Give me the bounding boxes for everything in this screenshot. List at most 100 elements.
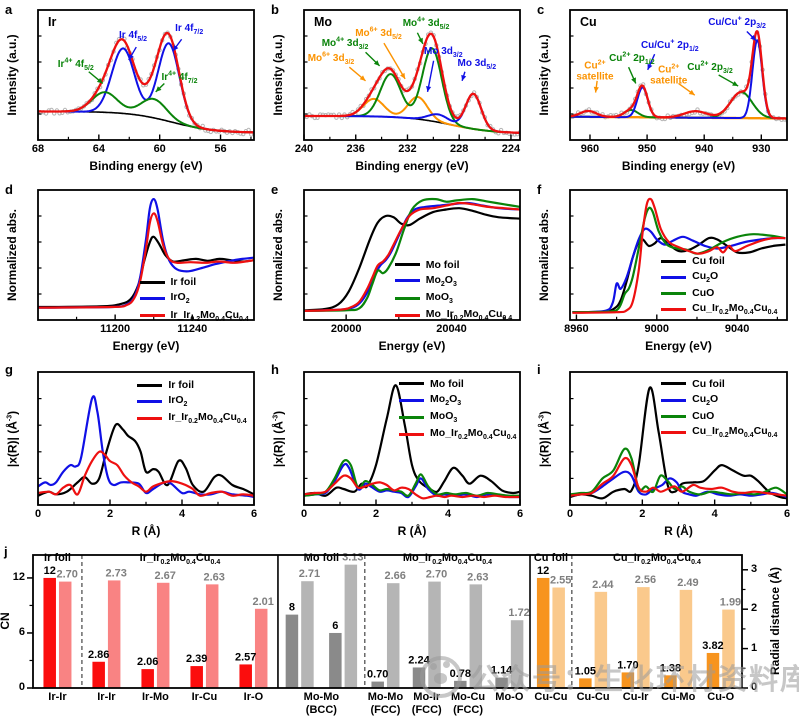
r-value-label: 2.55 <box>550 575 571 587</box>
cn-bar-Cu-1-2 <box>664 675 677 688</box>
legend-label: Cu2O <box>692 392 719 408</box>
legend-entry: Ir foil <box>139 276 249 288</box>
panel-letter-g: g <box>5 362 13 377</box>
baseline-curve <box>38 110 254 134</box>
cn-value-label: 1.05 <box>575 665 596 677</box>
cn-bar-Mo-1-2 <box>454 680 467 688</box>
legend-entry: IrO2 <box>137 394 246 408</box>
panel-b: 240 236 232 228 224 Binding energy (eV) Intens… <box>266 0 532 180</box>
category-label: Ir-Mo <box>141 691 169 703</box>
legend-d: Ir foil IrO2 Ir_Ir0.2Mo0.4Cu0.4 <box>139 276 249 325</box>
legend-label: Mo2O3 <box>430 392 462 408</box>
curve-black <box>304 384 520 497</box>
curve-blue <box>570 470 787 499</box>
x-axis-label: Energy (eV) <box>378 339 446 353</box>
legend-entry: Ir_Ir0.2Mo0.4Cu0.4 <box>139 309 249 323</box>
legend-entry: Cu2O <box>661 270 777 284</box>
panel-d: 11200 11240 Energy (eV) Normalized abs. d Ir … <box>0 180 266 360</box>
cn-value-label: 2.06 <box>137 656 158 668</box>
x-tick-label: 2 <box>106 508 114 520</box>
r-bar-Mo-1-3 <box>510 620 524 688</box>
x-tick-label: 2 <box>639 508 646 520</box>
panel-letter-a: a <box>5 2 13 17</box>
envelope-curve <box>38 31 254 134</box>
category-label: Cu-Cu <box>576 691 610 703</box>
y-axis-label: |x(R)| (Å-3) <box>5 410 19 467</box>
cn-value-label: 2.86 <box>88 649 109 661</box>
curve-red <box>38 450 254 497</box>
legend-entry: MoO3 <box>394 291 512 305</box>
x-tick-label: 6 <box>250 508 258 520</box>
element-label-Cu: Cu <box>580 15 597 29</box>
annotation-arrowhead <box>631 77 636 84</box>
cn-value-label: 3.82 <box>702 640 723 652</box>
r-value-label: 2.71 <box>299 568 320 580</box>
right-tick-label: 0 <box>751 681 758 693</box>
legend-line-swatch <box>137 416 163 420</box>
panel-j: 12 2.70 2.86 2.73 2.06 2.67 2.39 2.63 2.57 2.01 8 2… <box>0 544 799 720</box>
x-tick-label: 960 <box>580 143 600 155</box>
legend-label: Cu foil <box>692 255 725 267</box>
x-tick-label: 0 <box>300 508 308 520</box>
left-axis-label: CN <box>0 611 12 630</box>
curve-black <box>304 207 520 312</box>
legend-label: CuO <box>692 410 715 423</box>
x-axis-label: Energy (eV) <box>112 339 180 353</box>
x-tick-label: 9040 <box>724 323 750 335</box>
x-tick-label: 232 <box>398 143 417 155</box>
legend-line-swatch <box>661 382 687 386</box>
right-tick-label: 3 <box>751 562 758 575</box>
x-tick-label: 4 <box>444 508 452 520</box>
r-bar-Mo-0-1 <box>344 564 358 688</box>
legend-line-swatch <box>137 383 163 387</box>
x-tick-label: 236 <box>346 143 365 155</box>
r-value-label: 2.70 <box>426 569 447 581</box>
y-axis-label: Intensity (a.u.) <box>5 34 19 116</box>
curve-red <box>38 212 254 309</box>
right-tick-label: 1 <box>751 641 758 654</box>
plot-j: 12 2.702.862.732.062.672.392.632.572.01 82… <box>27 552 748 689</box>
legend-line-swatch <box>661 398 687 402</box>
legend-label: Cu2O <box>692 270 719 285</box>
annotation-arrowhead <box>96 77 103 84</box>
legend-entry: Mo_Ir0.2Mo0.4Cu0.4 <box>394 308 513 323</box>
annotation-c-5: Cu/Cu+ 2p3/2 <box>708 15 766 30</box>
annotation-arrowhead <box>173 44 179 51</box>
legend-entry: IrO2 <box>139 291 249 306</box>
legend-label: Ir foil <box>168 379 195 392</box>
legend-label: IrO2 <box>170 291 190 306</box>
x-axis-label: Binding energy (eV) <box>89 159 203 173</box>
annotation-arrow <box>383 42 406 80</box>
cn-bar-Ir-0-0 <box>43 577 56 688</box>
cn-bar-Ir-1-3 <box>239 664 252 688</box>
panel-letter-c: c <box>537 2 545 17</box>
curve-red <box>304 474 520 500</box>
legend-label: Mo_Ir0.2Mo0.4Cu0.4 <box>425 308 513 323</box>
r-value-label: 2.49 <box>677 577 698 589</box>
cn-value-label: 2.24 <box>408 654 430 666</box>
group-title: Cu_Ir0.2Mo0.4Cu0.4 <box>612 552 701 567</box>
legend-line-swatch <box>661 414 687 418</box>
group-title: Ir_Ir0.2Mo0.4Cu0.4 <box>139 552 221 567</box>
envelope-curve <box>304 32 520 134</box>
r-bar-Ir-1-0 <box>107 580 121 688</box>
legend-f: Cu foil Cu2O CuO Cu_Ir0.2Mo0.4Cu0.4 <box>661 255 777 319</box>
plot-f <box>569 189 788 321</box>
y-axis-label: Intensity (a.u.) <box>537 34 551 116</box>
cn-bar-Mo-1-3 <box>495 677 508 688</box>
category-label: Mo-Mo (BCC) <box>303 691 340 716</box>
legend-line-swatch <box>137 399 163 403</box>
annotation-arrowhead <box>418 37 423 44</box>
cn-bar-Ir-1-0 <box>92 661 105 688</box>
legend-label: CuO <box>692 287 715 300</box>
annotation-arrowhead <box>647 63 653 70</box>
legend-g: Ir foil IrO2 Ir_Ir0.2Mo0.4Cu0.4 <box>137 379 247 428</box>
legend-line-swatch <box>139 314 165 318</box>
legend-line-swatch <box>399 415 425 419</box>
legend-entry: Mo foil <box>394 259 512 271</box>
annotation-arrowhead <box>359 75 366 81</box>
x-tick-label: 60 <box>153 143 166 155</box>
annotation-arrowhead <box>128 53 134 61</box>
x-tick-label: 940 <box>695 143 714 155</box>
legend-line-swatch <box>394 313 420 317</box>
